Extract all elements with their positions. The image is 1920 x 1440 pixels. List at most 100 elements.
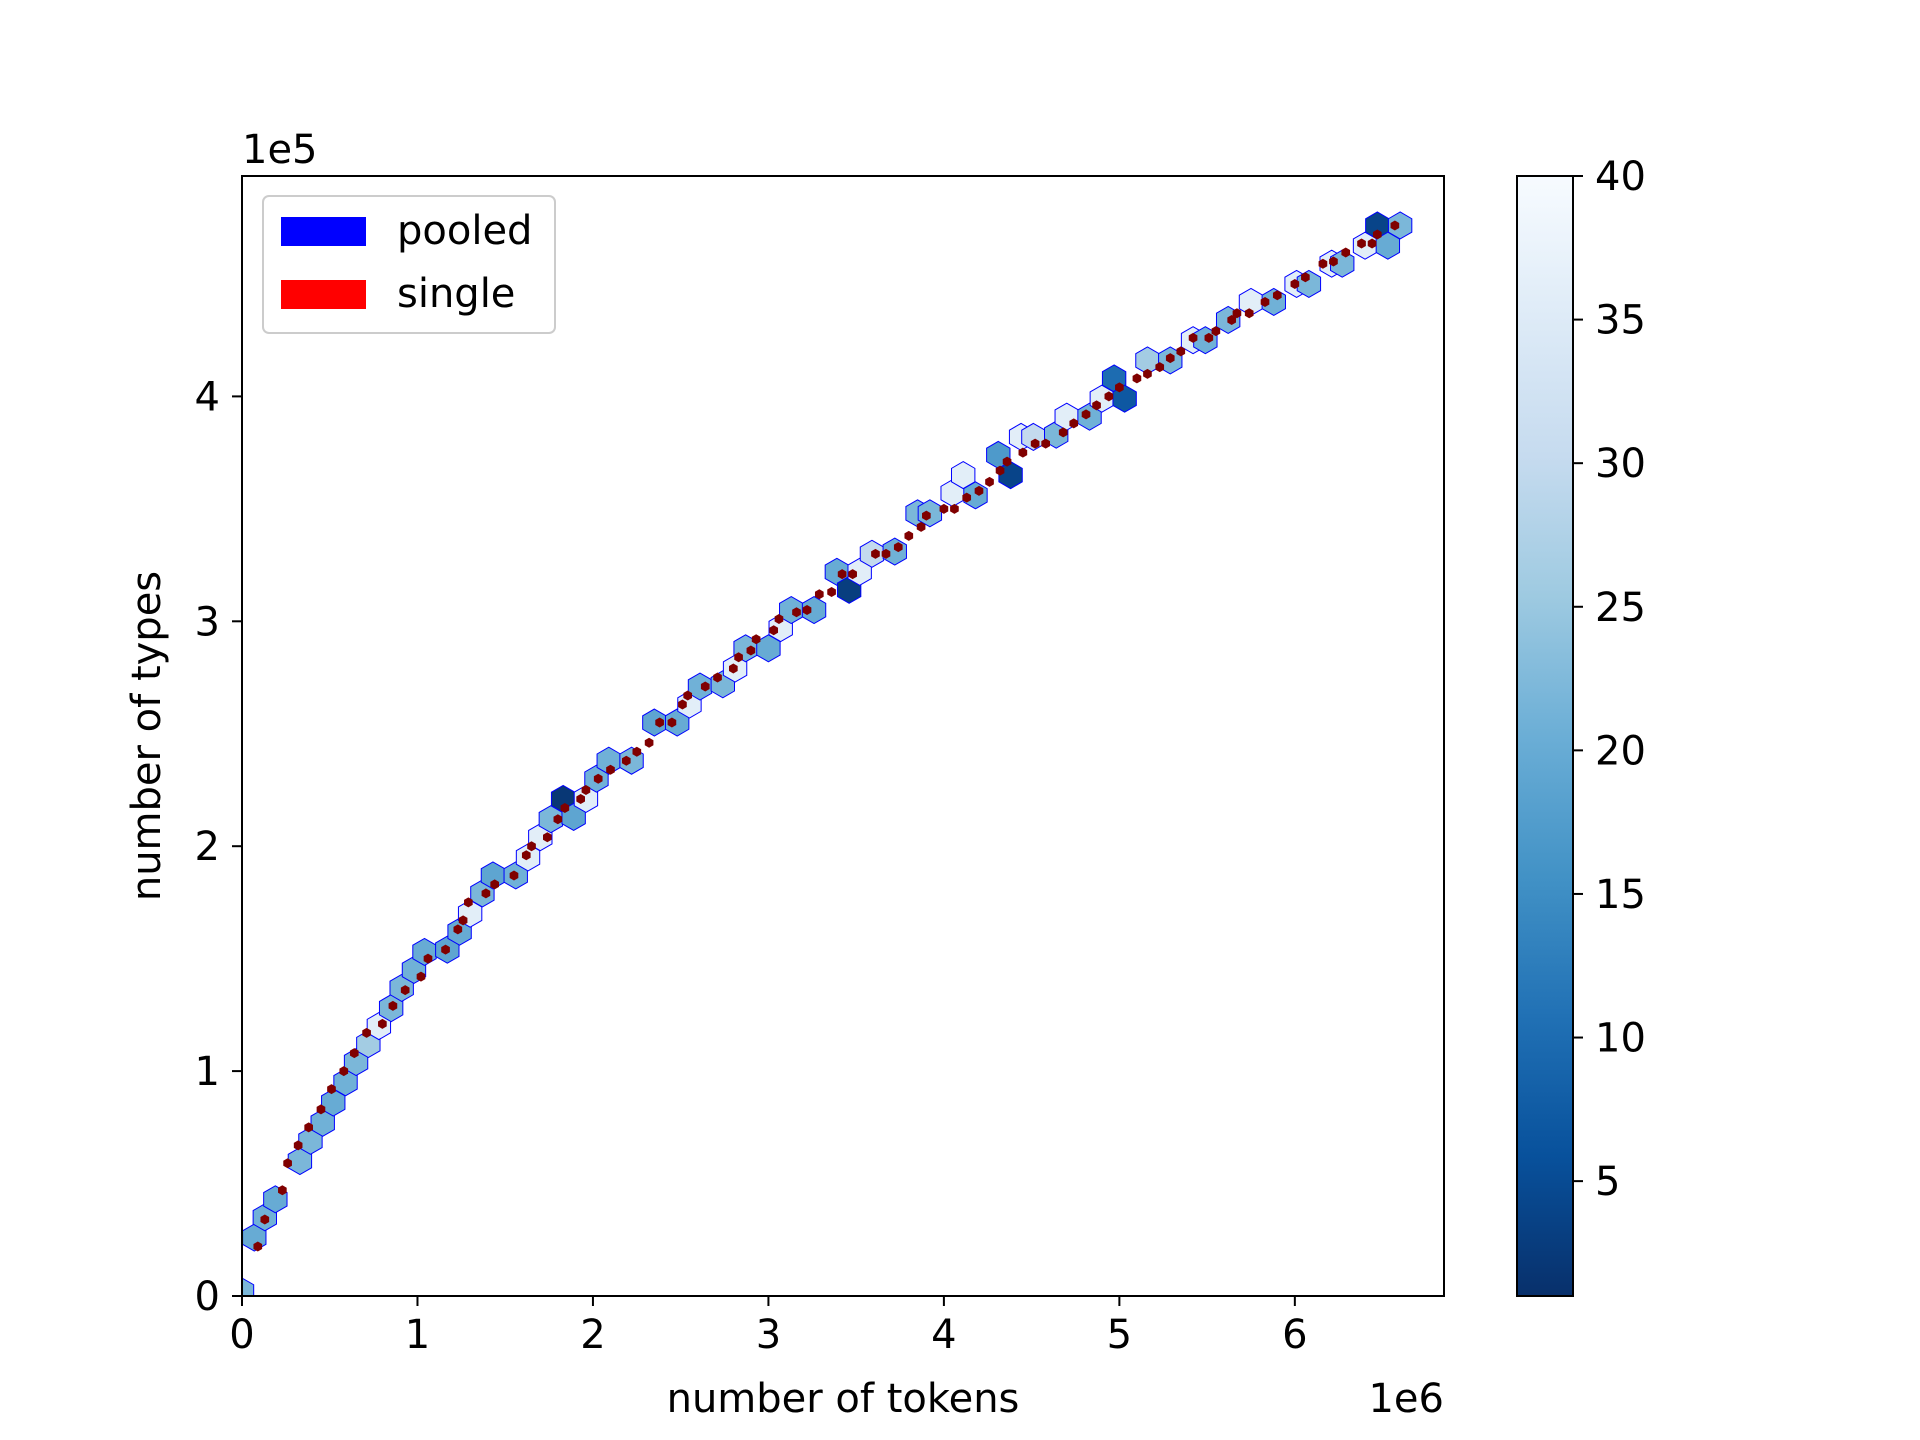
single-hexbin — [802, 605, 812, 616]
y-axis-ticks: 0 1 2 3 4 — [195, 374, 242, 1320]
single-hexbin — [453, 924, 463, 935]
single-hexbin — [774, 614, 784, 625]
pooled-hexbin — [1387, 211, 1413, 240]
pooled-hexbin — [242, 1277, 255, 1296]
x-tick-label: 0 — [229, 1312, 254, 1358]
colorbar-tick-label: 15 — [1595, 872, 1646, 918]
single-hexbin — [464, 897, 473, 908]
single-hexbin — [848, 569, 857, 580]
single-hexbin — [655, 717, 664, 728]
single-hexbin — [1030, 438, 1040, 449]
single-hexbin — [1176, 346, 1186, 357]
pooled-hexbin — [333, 1068, 358, 1097]
single-hexbin — [644, 737, 654, 748]
single-hexbin — [1318, 258, 1328, 269]
single-hexbin — [1188, 332, 1198, 343]
y-tick-label: 0 — [195, 1274, 220, 1320]
single-hexbin — [606, 764, 615, 775]
x-tick-label: 1 — [405, 1312, 430, 1358]
single-hexbin — [349, 1048, 359, 1059]
single-hexbin — [1081, 409, 1091, 420]
single-hexbin — [278, 1185, 287, 1196]
single-hexbin — [527, 841, 536, 852]
y-tick-label: 3 — [195, 599, 220, 645]
single-hexbin — [621, 755, 631, 766]
colorbar-ticks: 5 10 15 20 25 30 35 40 — [1573, 154, 1646, 1205]
single-hexbin-layer — [253, 220, 1400, 1252]
single-hexbin — [339, 1066, 349, 1077]
single-hexbin — [1041, 438, 1050, 449]
single-hexbin — [593, 773, 603, 784]
single-hexbin — [827, 587, 836, 598]
single-hexbin — [327, 1084, 336, 1095]
single-hexbin — [1104, 391, 1114, 402]
single-hexbin — [1260, 296, 1270, 307]
legend-swatch-single — [281, 280, 366, 309]
single-hexbin — [441, 944, 450, 955]
single-hexbin — [985, 476, 994, 487]
single-hexbin — [378, 1018, 387, 1029]
single-hexbin — [560, 802, 570, 813]
single-hexbin — [746, 645, 756, 656]
y-axis-label: number of types — [124, 571, 170, 901]
single-hexbin — [1301, 272, 1310, 283]
plot-frame — [241, 175, 1445, 1297]
single-hexbin — [1143, 368, 1152, 379]
single-hexbin — [1115, 382, 1124, 393]
single-hexbin — [700, 681, 710, 692]
single-hexbin — [481, 888, 491, 899]
single-hexbin — [1390, 220, 1400, 231]
colorbar-tick-label: 30 — [1595, 441, 1646, 487]
single-hexbin — [939, 503, 949, 514]
single-hexbin — [1211, 326, 1221, 337]
single-hexbin — [916, 521, 926, 532]
single-hexbin — [904, 530, 914, 541]
single-hexbin — [1069, 418, 1079, 429]
single-hexbin — [1357, 238, 1366, 249]
single-hexbin — [974, 485, 984, 496]
single-hexbin — [388, 1000, 398, 1011]
single-hexbin — [962, 492, 972, 503]
pooled-hexbin — [573, 784, 599, 814]
colorbar-tick-label: 20 — [1595, 728, 1646, 774]
x-axis-ticks: 0 1 2 3 4 5 6 — [229, 1296, 1308, 1358]
x-axis-label: number of tokens — [667, 1376, 1020, 1422]
y-offset-label: 1e5 — [242, 127, 318, 173]
single-hexbin — [1002, 456, 1012, 467]
colorbar-gradient — [1516, 175, 1574, 1297]
single-hexbin — [1018, 447, 1028, 458]
legend-swatch-pooled — [281, 217, 366, 246]
pooled-hexbin — [287, 1146, 313, 1176]
single-hexbin — [576, 793, 585, 804]
y-tick-label: 2 — [195, 824, 220, 870]
single-hexbin — [1227, 314, 1237, 325]
single-hexbin — [713, 672, 722, 683]
single-hexbin — [667, 717, 677, 728]
single-hexbin — [509, 870, 519, 881]
legend: pooled single — [262, 195, 556, 334]
single-hexbin — [304, 1122, 314, 1133]
pooled-hexbin-layer — [242, 211, 1413, 1296]
single-hexbin — [922, 510, 931, 521]
single-hexbin — [1204, 332, 1214, 343]
single-hexbin — [423, 953, 433, 964]
single-hexbin — [521, 850, 531, 861]
single-hexbin — [678, 699, 687, 710]
single-hexbin — [881, 548, 891, 559]
x-tick-label: 5 — [1107, 1312, 1132, 1358]
single-hexbin — [260, 1214, 270, 1225]
single-hexbin — [400, 985, 410, 996]
single-hexbin — [316, 1104, 326, 1115]
single-hexbin — [416, 971, 426, 982]
single-hexbin — [683, 690, 693, 701]
single-hexbin — [1132, 373, 1142, 384]
legend-label-single: single — [397, 271, 515, 317]
single-hexbin — [1272, 290, 1282, 301]
pooled-hexbin — [310, 1108, 335, 1137]
single-hexbin — [769, 625, 779, 636]
x-tick-label: 4 — [931, 1312, 956, 1358]
x-tick-label: 3 — [756, 1312, 781, 1358]
single-hexbin — [293, 1140, 303, 1151]
single-hexbin — [362, 1027, 371, 1038]
